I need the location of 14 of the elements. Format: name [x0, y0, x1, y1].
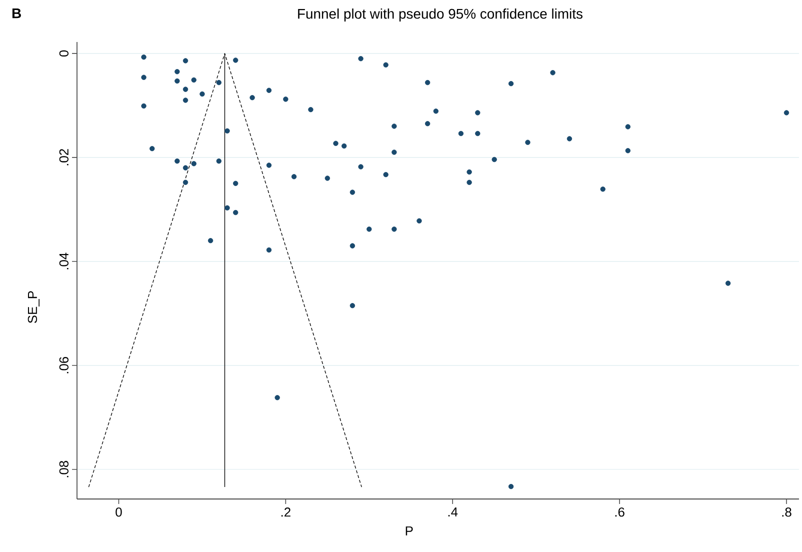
x-tick-label: 0 — [116, 508, 122, 517]
x-tick-label: .4 — [448, 508, 458, 516]
chart-title: Funnel plot with pseudo 95% confidence limits — [298, 8, 582, 22]
y-tick-label: .04 — [59, 252, 68, 270]
x-tick-label: .2 — [281, 508, 290, 517]
y-tick-label: .08 — [59, 460, 68, 478]
y-tick-label: 0 — [59, 50, 68, 57]
x-axis-title: P — [406, 526, 413, 536]
text: B — [12, 8, 21, 18]
x-tick-label: .8 — [782, 508, 792, 517]
y-tick-label: .02 — [59, 149, 68, 166]
x-tick-label: .6 — [615, 508, 624, 517]
y-tick-label: .06 — [59, 356, 68, 374]
y-axis-title: SE_P — [28, 291, 40, 324]
